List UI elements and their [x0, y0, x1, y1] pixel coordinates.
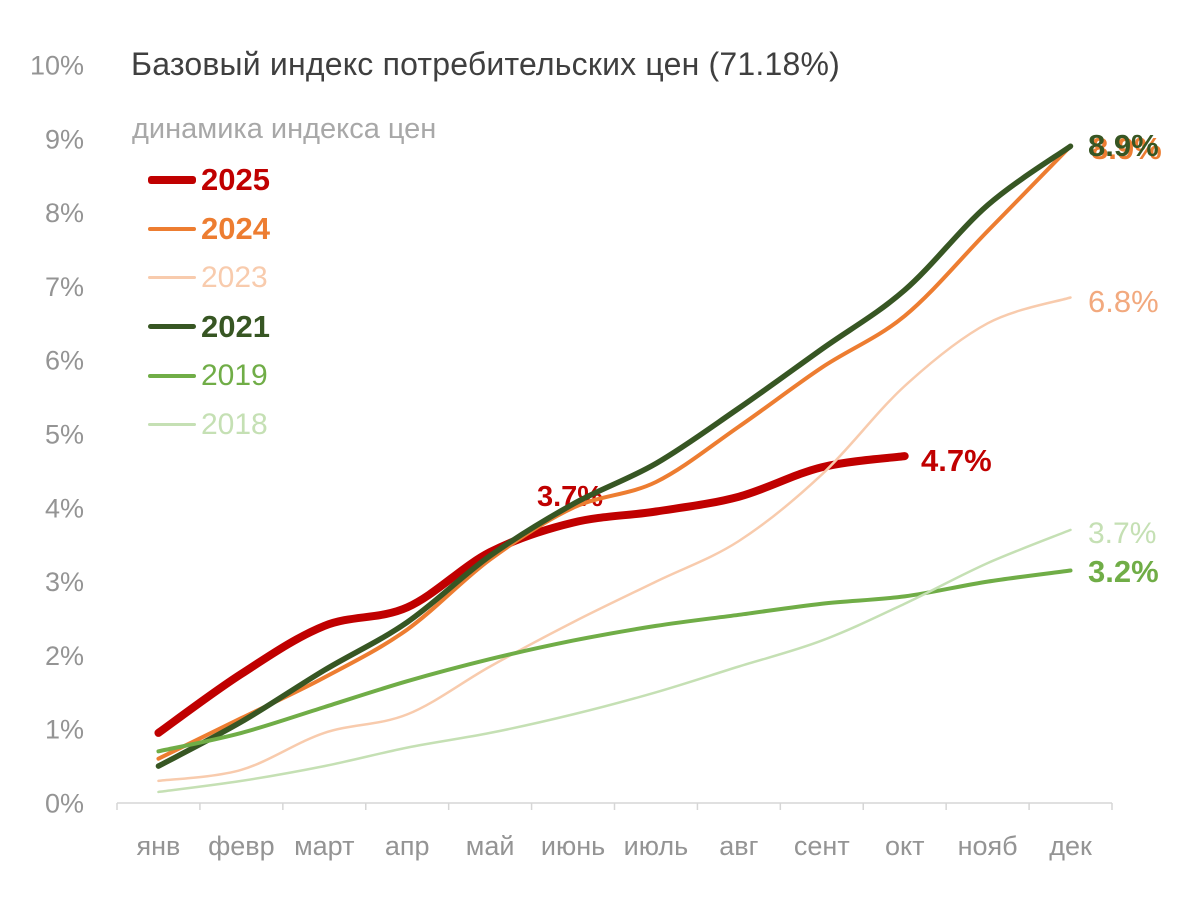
y-tick-label: 5% [45, 420, 84, 450]
x-tick-label: февр [208, 831, 275, 861]
y-tick-label: 10% [30, 51, 84, 81]
legend-swatch-2025 [148, 175, 196, 184]
legend-swatch-2024 [148, 226, 196, 231]
y-tick-label: 7% [45, 272, 84, 302]
chart-subtitle: динамика индекса цен [132, 113, 437, 145]
annotation-label: 4.7% [921, 443, 992, 478]
y-tick-label: 4% [45, 493, 84, 523]
series-line-2018 [157, 528, 1072, 794]
legend-label-2019: 2019 [201, 358, 268, 392]
legend-label-2023: 2023 [201, 260, 268, 294]
series-line-2024 [156, 144, 1073, 761]
legend-label-2025: 2025 [201, 162, 270, 197]
annotation-label: 3.7% [1088, 517, 1156, 550]
y-tick-label: 8% [45, 198, 84, 228]
legend-label-2018: 2018 [201, 407, 268, 441]
legend-swatch-2018 [148, 423, 196, 426]
annotation-label: 8.9% [1088, 128, 1159, 163]
y-tick-label: 2% [45, 641, 84, 671]
legend-item-2018: 2018 [148, 400, 270, 449]
legend-swatch-2023 [148, 276, 196, 279]
series-line-2019 [156, 568, 1073, 754]
y-tick-label: 1% [45, 715, 84, 745]
legend-item-2021: 2021 [148, 302, 270, 351]
x-tick-label: июль [624, 831, 689, 861]
legend-swatch-2019 [148, 373, 196, 378]
x-tick-label: июнь [541, 831, 605, 861]
chart-title: Базовый индекс потребительских цен (71.1… [131, 46, 841, 82]
annotation-label: 6.8% [1088, 284, 1159, 319]
series-line-2025 [154, 452, 909, 737]
x-tick-label: апр [385, 831, 430, 861]
y-tick-label: 6% [45, 346, 84, 376]
x-tick-label: март [294, 831, 354, 861]
x-tick-label: нояб [958, 831, 1018, 861]
legend-label-2021: 2021 [201, 309, 270, 344]
y-tick-label: 0% [45, 789, 84, 819]
legend-item-2023: 2023 [148, 253, 270, 302]
x-tick-label: авг [719, 831, 758, 861]
legend-item-2019: 2019 [148, 351, 270, 400]
x-tick-label: май [466, 831, 515, 861]
x-tick-label: окт [885, 831, 925, 861]
series-line-2021 [155, 143, 1074, 769]
x-tick-label: дек [1049, 831, 1092, 861]
legend-item-2025: 2025 [148, 155, 270, 204]
legend: 2025 2024 2023 2021 2019 2018 [148, 155, 270, 449]
annotation-label: 8.9% [1091, 131, 1162, 166]
annotation-label: 3.2% [1088, 554, 1159, 589]
legend-label-2024: 2024 [201, 211, 270, 246]
x-tick-label: сент [794, 831, 850, 861]
x-tick-label: янв [137, 831, 181, 861]
legend-item-2024: 2024 [148, 204, 270, 253]
y-tick-label: 3% [45, 567, 84, 597]
legend-swatch-2021 [148, 323, 196, 330]
y-tick-label: 9% [45, 124, 84, 154]
series-line-2023 [157, 296, 1072, 783]
